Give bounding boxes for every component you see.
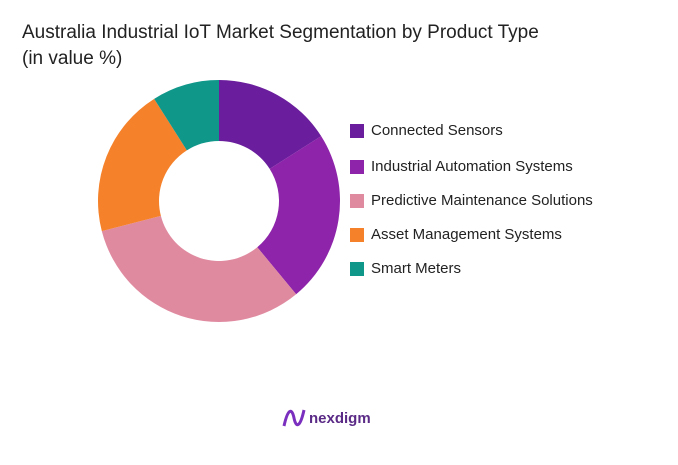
legend-label: Smart Meters xyxy=(371,260,461,277)
legend-label: Industrial Automation Systems xyxy=(371,158,573,175)
logo-icon xyxy=(282,409,306,427)
donut-slice xyxy=(97,98,187,232)
brand-logo: nexdigm xyxy=(282,409,371,427)
legend-swatch xyxy=(350,262,364,276)
legend-label: Asset Management Systems xyxy=(371,226,562,243)
donut-slice xyxy=(154,80,219,151)
legend-swatch xyxy=(350,228,364,242)
legend-swatch xyxy=(350,194,364,208)
legend-label: Connected Sensors xyxy=(371,122,503,139)
brand-name: nexdigm xyxy=(309,410,371,427)
legend-swatch xyxy=(350,124,364,138)
legend-swatch xyxy=(350,160,364,174)
legend-label: Predictive Maintenance Solutions xyxy=(371,192,593,209)
donut-slice xyxy=(219,80,322,169)
donut-slice xyxy=(101,215,297,322)
chart-title: Australia Industrial IoT Market Segmenta… xyxy=(22,22,539,69)
donut-slice xyxy=(257,136,340,295)
